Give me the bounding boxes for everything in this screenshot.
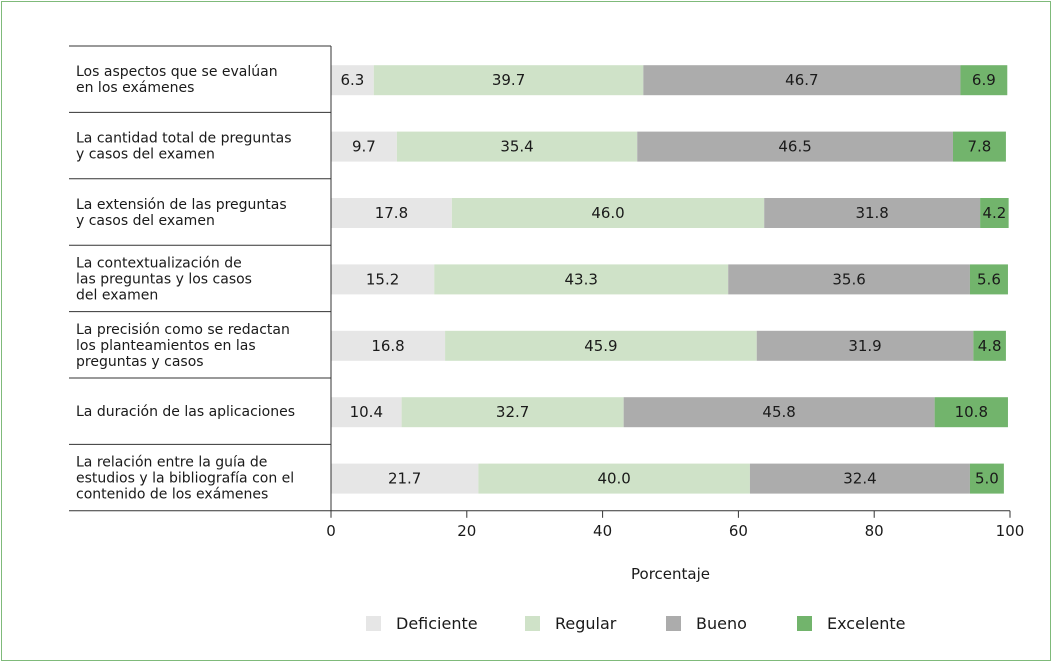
data-label: 4.8 — [978, 337, 1002, 355]
bar-segment-excelente — [934, 397, 1008, 428]
data-label: 21.7 — [388, 470, 421, 488]
bar-segment-regular — [396, 131, 638, 162]
category-label: Los aspectos que se evalúan en los exámen… — [76, 64, 278, 96]
data-label: 35.6 — [832, 270, 865, 288]
data-label: 9.7 — [352, 138, 376, 156]
bar-segment-regular — [478, 463, 750, 494]
x-axis: 0 20 40 60 80 100 — [326, 46, 1024, 540]
bar-segment-bueno — [764, 198, 981, 228]
data-label: 31.8 — [855, 204, 888, 222]
data-label: 46.0 — [591, 204, 624, 222]
x-tick-label: 20 — [457, 522, 476, 540]
legend-label: Regular — [555, 614, 617, 633]
bar-segment-regular — [401, 397, 624, 428]
category-separators — [69, 45, 331, 512]
x-axis-title: Porcentaje — [631, 565, 710, 583]
category-label: La precisión como se redactan los plantea… — [76, 322, 290, 370]
data-label: 40.0 — [597, 470, 630, 488]
x-tick-label: 0 — [326, 522, 336, 540]
legend-swatch-regular — [525, 616, 540, 631]
bars: 6.3 39.7 46.7 6.9 9.7 35.4 46.5 7.8 17.8 46.0 31.8… — [331, 65, 1009, 494]
data-label: 45.9 — [584, 337, 617, 355]
bar-segment-excelente — [960, 65, 1008, 96]
bar-segment-deficiente — [331, 198, 452, 228]
category-label: La duración de las aplicaciones — [76, 404, 295, 420]
data-label: 43.3 — [565, 270, 598, 288]
bar-segment-excelente — [969, 463, 1004, 494]
bar-segment-excelente — [973, 330, 1006, 361]
x-tick-label: 40 — [593, 522, 612, 540]
bar-segment-excelente — [980, 198, 1009, 228]
category-label: La relación entre la guía de estudios y l… — [76, 455, 294, 503]
data-label: 17.8 — [375, 204, 408, 222]
category-label: La extensión de las preguntas y casos del… — [76, 197, 287, 229]
data-label: 45.8 — [762, 403, 795, 421]
category-labels: Los aspectos que se evalúan en los exámen… — [76, 64, 295, 502]
bar-segment-bueno — [749, 463, 970, 494]
legend-label: Excelente — [827, 614, 905, 633]
x-tick-label: 80 — [865, 522, 884, 540]
bar-segment-deficiente — [331, 264, 435, 295]
data-label: 16.8 — [371, 337, 404, 355]
bar-segment-bueno — [728, 264, 970, 295]
bar-segment-deficiente — [331, 463, 479, 494]
bar-segment-deficiente — [331, 131, 397, 162]
data-label: 5.6 — [977, 270, 1001, 288]
data-label: 7.8 — [968, 138, 992, 156]
data-label: 35.4 — [500, 138, 533, 156]
legend-swatch-bueno — [666, 616, 681, 631]
data-label: 32.4 — [843, 470, 876, 488]
x-tick-label: 60 — [729, 522, 748, 540]
bar-segment-excelente — [952, 131, 1006, 162]
bar-segment-bueno — [756, 330, 974, 361]
data-label: 32.7 — [496, 403, 529, 421]
bar-segment-deficiente — [331, 65, 374, 96]
data-label: 15.2 — [366, 270, 399, 288]
data-label: 46.5 — [778, 138, 811, 156]
data-label: 5.0 — [975, 470, 999, 488]
bar-segment-regular — [373, 65, 644, 96]
legend-swatch-excelente — [797, 616, 812, 631]
data-label: 31.9 — [848, 337, 881, 355]
data-label: 6.9 — [972, 71, 996, 89]
data-label: 6.3 — [340, 71, 364, 89]
data-label: 10.4 — [350, 403, 383, 421]
data-label: 46.7 — [785, 71, 818, 89]
legend-label: Deficiente — [396, 614, 478, 633]
bar-segment-deficiente — [331, 330, 446, 361]
legend: Deficiente Regular Bueno Excelente — [366, 614, 905, 633]
bar-segment-bueno — [637, 131, 953, 162]
bar-segment-regular — [451, 198, 765, 228]
legend-label: Bueno — [696, 614, 747, 633]
x-tick-label: 100 — [996, 522, 1025, 540]
category-label: La contextualización de las preguntas y l… — [76, 255, 252, 303]
bar-segment-excelente — [969, 264, 1008, 295]
category-label: La cantidad total de preguntas y casos de… — [76, 131, 292, 163]
bar-segment-bueno — [623, 397, 935, 428]
data-label: 39.7 — [492, 71, 525, 89]
data-label: 10.8 — [955, 403, 988, 421]
legend-swatch-deficiente — [366, 616, 381, 631]
bar-segment-deficiente — [331, 397, 402, 428]
bar-segment-regular — [434, 264, 729, 295]
data-label: 4.2 — [982, 204, 1006, 222]
bar-segment-regular — [445, 330, 757, 361]
bar-segment-bueno — [643, 65, 961, 96]
